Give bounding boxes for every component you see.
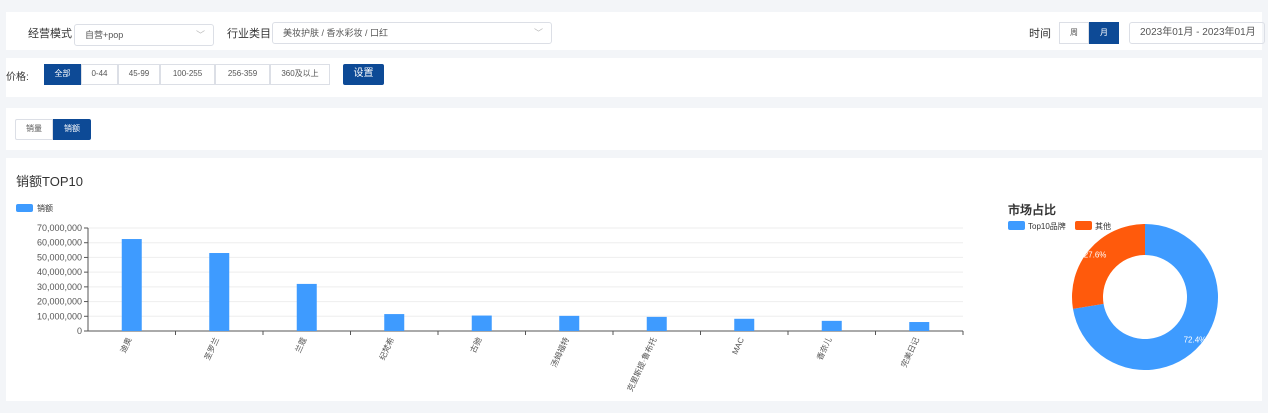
time-label: 时间	[1029, 28, 1051, 40]
y-tick-label: 20,000,000	[37, 297, 82, 307]
pie-legend-label: Top10品牌	[1028, 221, 1066, 231]
metric-tabs-card: 销量 销额	[6, 108, 1262, 150]
y-tick-label: 0	[77, 326, 82, 336]
x-tick-label: 兰蔻	[293, 336, 309, 355]
pie-legend-swatch	[1075, 221, 1092, 230]
legend-swatch	[16, 204, 33, 212]
set-button[interactable]: 设置	[343, 64, 384, 85]
bar	[646, 316, 667, 331]
category-label: 行业类目	[227, 28, 271, 40]
pie-title: 市场占比	[1008, 202, 1056, 217]
bar	[471, 315, 492, 331]
x-tick-label: 克里斯提·鲁布托	[625, 336, 659, 393]
price-option[interactable]: 全部	[44, 64, 81, 85]
chevron-down-icon: ﹀	[195, 30, 205, 40]
x-tick-label: 香奈儿	[814, 336, 833, 362]
pie-data-label: 27.6%	[1084, 251, 1107, 260]
y-tick-label: 30,000,000	[37, 282, 82, 292]
y-tick-label: 40,000,000	[37, 267, 82, 277]
bar	[821, 320, 842, 331]
y-tick-label: 60,000,000	[37, 238, 82, 248]
y-tick-label: 10,000,000	[37, 311, 82, 321]
price-bar: 价格: 全部 0-44 45-99 100-255 256-359 360及以上 设置	[6, 58, 1262, 97]
x-tick-label: MAC	[730, 336, 746, 356]
pie-slice	[1072, 224, 1145, 309]
week-button[interactable]: 周	[1059, 22, 1089, 44]
pie-slice	[1072, 224, 1218, 370]
chart-title: 销额TOP10	[16, 174, 83, 189]
price-option[interactable]: 256-359	[215, 64, 270, 85]
x-tick-label: 汤姆福特	[548, 336, 571, 369]
pie-legend-label: 其他	[1095, 221, 1111, 231]
category-select[interactable]: 美妆护肤 / 香水彩妆 / 口红 ﹀	[272, 22, 552, 44]
x-tick-label: 迪奥	[118, 336, 134, 355]
price-label: 价格:	[6, 72, 29, 83]
bar	[384, 314, 405, 331]
price-option[interactable]: 360及以上	[270, 64, 330, 85]
chevron-down-icon: ﹀	[533, 28, 543, 38]
y-tick-label: 70,000,000	[37, 223, 82, 233]
month-button[interactable]: 月	[1089, 22, 1119, 44]
tab-sales-volume[interactable]: 销量	[15, 119, 53, 140]
filter-bar: 经营模式 自营+pop ﹀ 行业类目 美妆护肤 / 香水彩妆 / 口红 ﹀ 时间 周…	[6, 12, 1265, 50]
mode-value: 自营+pop	[85, 30, 124, 40]
mode-select[interactable]: 自营+pop ﹀	[74, 24, 214, 46]
pie-legend-swatch	[1008, 221, 1025, 230]
bar	[121, 239, 142, 331]
tab-sales-amount[interactable]: 销额	[53, 119, 91, 140]
y-tick-label: 50,000,000	[37, 252, 82, 262]
bar	[734, 318, 755, 331]
price-option[interactable]: 0-44	[81, 64, 118, 85]
legend-label: 销额	[37, 203, 53, 213]
date-range-picker[interactable]: 2023年01月 - 2023年01月	[1129, 22, 1265, 44]
mode-label: 经营模式	[28, 28, 72, 40]
bar	[559, 315, 580, 331]
x-tick-label: 圣罗兰	[202, 336, 221, 362]
x-tick-label: 完美日记	[898, 336, 921, 369]
bar	[209, 253, 230, 331]
price-option[interactable]: 45-99	[118, 64, 160, 85]
x-tick-label: 古驰	[468, 336, 484, 355]
category-value: 美妆护肤 / 香水彩妆 / 口红	[283, 28, 389, 38]
bar	[909, 322, 930, 331]
x-tick-label: 纪梵希	[377, 336, 396, 362]
bar	[296, 283, 317, 331]
pie-data-label: 72.4%	[1184, 335, 1207, 344]
price-option[interactable]: 100-255	[160, 64, 215, 85]
